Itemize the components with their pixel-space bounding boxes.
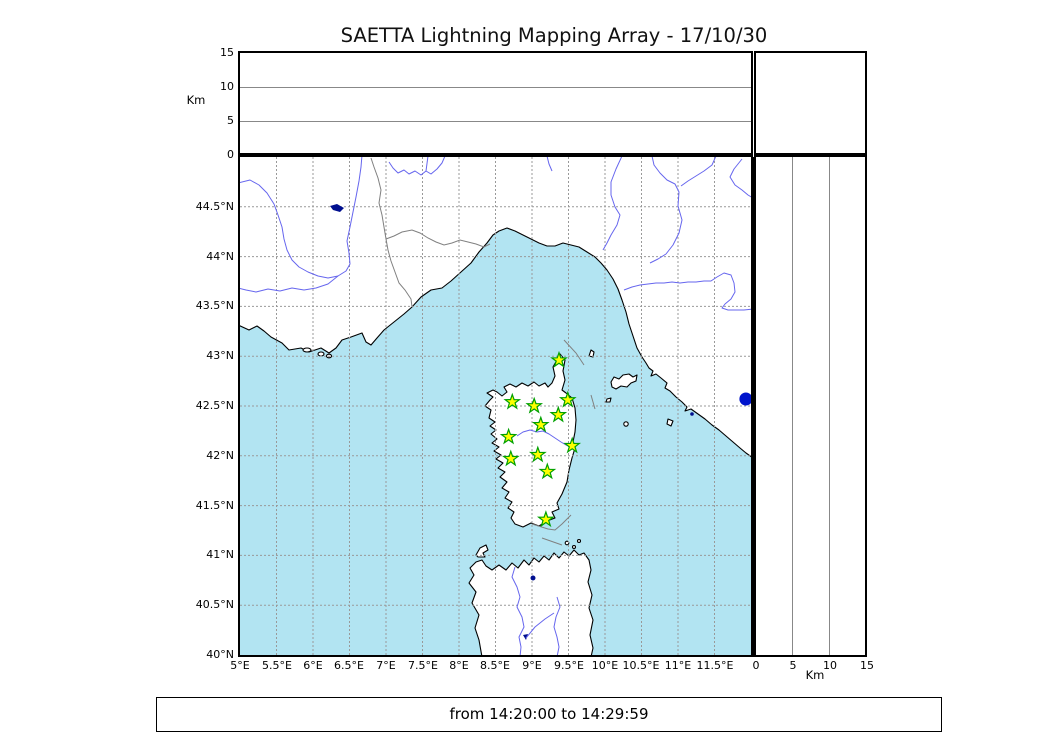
river <box>546 157 553 172</box>
lma-station-star <box>525 396 544 414</box>
lma-station-star <box>558 390 577 408</box>
lon-tick-label: 6.5°E <box>334 659 364 672</box>
lma-station-star <box>538 462 557 480</box>
lon-tick-label: 8.5°E <box>480 659 510 672</box>
lon-tick-label: 5°E <box>230 659 250 672</box>
altitude-longitude-panel <box>238 51 753 157</box>
lma-station-star <box>550 350 568 368</box>
gridline-10km <box>829 157 830 655</box>
alt-tick-label: 5 <box>789 659 797 672</box>
map-gridlines <box>240 157 751 655</box>
island-pianosa <box>605 397 612 403</box>
lake <box>330 204 344 212</box>
lat-tick-label: 43°N <box>206 349 234 362</box>
river <box>649 157 683 264</box>
river <box>602 157 623 251</box>
lma-station-star <box>501 449 520 467</box>
boundary-segment <box>590 394 596 410</box>
island-maddalena <box>564 540 570 546</box>
lma-station-markers <box>499 350 582 528</box>
river <box>511 566 525 655</box>
lon-tick-label: 9.5°E <box>554 659 584 672</box>
lightning-source-dot <box>739 392 751 406</box>
gridline-10km <box>240 87 751 88</box>
alt-tick-label: 5 <box>227 114 234 127</box>
island-montecristo <box>623 421 629 427</box>
alt-tick-label: 15 <box>220 46 234 59</box>
island-giglio <box>666 418 674 427</box>
alt-axis-unit-bottom: Km <box>805 668 825 682</box>
border-line <box>385 229 491 248</box>
gridline-5km <box>240 121 751 122</box>
lma-station-star <box>563 436 582 454</box>
lightning-source-markers <box>739 392 751 406</box>
lma-station-star <box>531 415 550 433</box>
river <box>525 612 555 639</box>
island-corsica <box>484 353 577 528</box>
lon-tick-label: 7°E <box>376 659 396 672</box>
lat-tick-label: 43.5°N <box>195 299 234 312</box>
lake <box>530 575 536 581</box>
river <box>388 157 446 176</box>
island-elba <box>610 373 638 390</box>
lat-tick-label: 40.5°N <box>195 598 234 611</box>
gridline-5km <box>792 157 793 655</box>
alt-tick-label: 10 <box>823 659 837 672</box>
lake <box>523 634 528 640</box>
figure-title: SAETTA Lightning Mapping Array - 17/10/3… <box>340 24 768 47</box>
lma-station-star <box>503 392 522 410</box>
river-arno <box>623 272 751 311</box>
island-maddalena <box>576 538 582 544</box>
lat-tick-label: 42°N <box>206 449 234 462</box>
lat-tick-label: 41°N <box>206 548 234 561</box>
lat-tick-label: 42.5°N <box>195 399 234 412</box>
river <box>240 275 339 293</box>
boundary-segment <box>531 514 572 531</box>
lma-station-star <box>536 510 555 528</box>
lma-station-star <box>499 427 518 445</box>
time-range-text: from 14:20:00 to 14:29:59 <box>449 705 649 723</box>
alt-tick-label: 0 <box>227 148 234 161</box>
lat-tick-label: 41.5°N <box>195 499 234 512</box>
lon-tick-label: 10.5°E <box>622 659 660 672</box>
river <box>553 596 561 655</box>
river <box>425 157 429 172</box>
altitude-latitude-panel <box>756 157 867 657</box>
island-hyeres <box>317 351 325 357</box>
time-range-box: from 14:20:00 to 14:29:59 <box>156 697 942 732</box>
lon-tick-label: 5.5°E <box>262 659 292 672</box>
lon-tick-label: 7.5°E <box>408 659 438 672</box>
lon-tick-label: 6°E <box>303 659 323 672</box>
island-maddalena <box>571 544 577 550</box>
river <box>729 158 751 198</box>
lat-tick-label: 40°N <box>206 648 234 661</box>
river <box>240 157 363 279</box>
lake <box>690 412 694 416</box>
lon-tick-label: 9°E <box>522 659 542 672</box>
lon-tick-label: 11.5°E <box>696 659 734 672</box>
alt-tick-label: 15 <box>860 659 874 672</box>
island-capraia <box>588 349 595 358</box>
boundary-segment <box>541 537 563 546</box>
coastline-mainland <box>240 157 751 458</box>
alt-tick-label: 10 <box>220 80 234 93</box>
island-sardinia <box>468 549 594 655</box>
corner-panel <box>754 51 867 157</box>
lon-tick-label: 8°E <box>449 659 469 672</box>
alt-tick-label: 0 <box>752 659 760 672</box>
alt-axis-unit-left: Km <box>186 93 206 107</box>
lma-station-star <box>528 445 547 463</box>
boundary-segment <box>563 339 585 366</box>
river-golo <box>516 429 572 448</box>
lon-tick-label: 11°E <box>664 659 692 672</box>
lat-tick-label: 44°N <box>206 250 234 263</box>
river <box>680 157 717 187</box>
lat-tick-label: 44.5°N <box>195 200 234 213</box>
island-hyeres <box>302 347 312 353</box>
lon-tick-label: 10°E <box>591 659 619 672</box>
island-asinara <box>475 544 489 558</box>
map-canvas <box>240 157 751 655</box>
lma-station-star <box>549 405 568 423</box>
